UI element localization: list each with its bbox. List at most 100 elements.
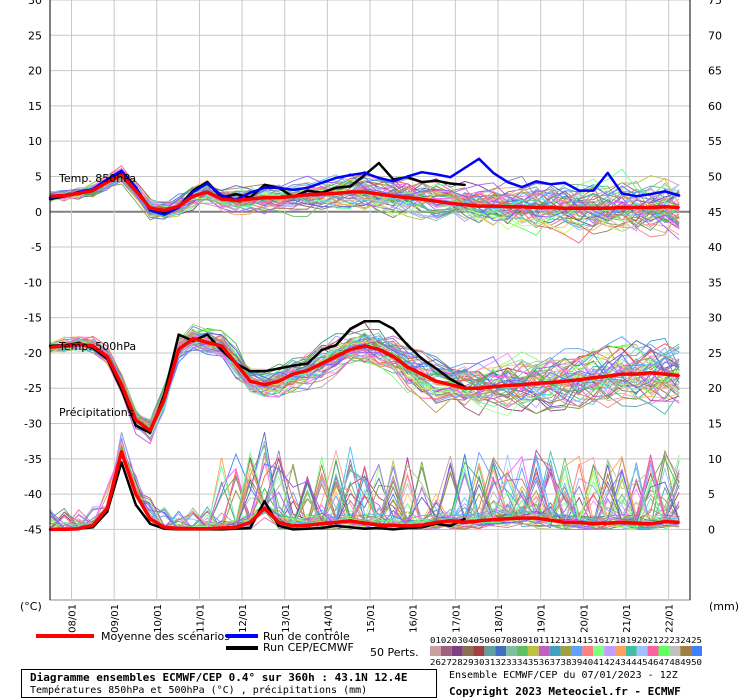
pert-swatch [430,646,441,656]
right-tick-label: 45 [708,206,722,219]
series-point [149,518,151,520]
left-tick-label: 0 [35,206,42,219]
series-point [120,461,123,464]
series-point [206,341,209,344]
right-tick-label: 70 [708,29,722,42]
series-point [177,333,180,336]
series-point [377,526,381,530]
series-point [420,180,423,184]
series-point [249,198,251,200]
series-point [134,424,137,427]
series-point [306,186,309,189]
series-point [335,355,337,358]
right-tick-label: 35 [708,276,722,289]
series-point [678,206,680,209]
left-unit: (°C) [20,600,42,613]
x-tick-label: 08/01 [68,604,79,633]
series-point [535,206,537,209]
series-point [392,195,395,197]
series-point [606,207,609,209]
series-point [263,383,266,386]
pert-swatch [517,646,528,656]
right-tick-label: 20 [708,382,722,395]
series-point [320,362,323,365]
x-tick-label: 22/01 [665,604,676,633]
series-point [435,380,437,383]
legend-mean-label: Moyenne des scénarios [101,630,230,643]
series-point [292,525,294,527]
right-tick-label: 60 [708,100,722,113]
legend-perts-label: 50 Perts. [370,646,419,659]
series-point [678,194,681,197]
series-point [249,370,252,373]
series-point [163,209,166,212]
series-point [334,176,338,180]
series-point [421,524,423,526]
series-point [606,522,609,524]
right-unit: (mm) [709,600,739,613]
series-point [463,203,466,206]
series-point [606,375,609,378]
series-point [363,171,366,175]
series-point [192,527,194,530]
series-point [606,171,609,175]
right-tick-label: 25 [708,347,722,360]
left-tick-label: -40 [24,488,42,501]
series-point [478,387,480,390]
series-point [235,362,237,365]
series-point [177,348,180,351]
series-point [377,176,381,180]
perturbation-line [49,450,680,530]
left-tick-label: 5 [35,170,42,183]
series-point [235,526,237,529]
series-point [277,367,280,370]
legend-perts-row1: 0102030405060708091011121314151617181920… [430,636,702,645]
series-point [349,327,352,331]
series-point [320,526,323,530]
pert-swatch [647,646,659,656]
series-point [549,206,552,209]
series-point [335,192,337,195]
series-point [592,189,595,192]
series-point [521,517,523,519]
series-point [263,183,266,187]
series-point [349,526,352,529]
x-tick-label: 20/01 [579,604,590,633]
footer-title: Diagramme ensembles ECMWF/CEP 0.4° sur 3… [30,671,408,684]
series-point [120,383,123,386]
series-point [678,374,680,377]
series-point [335,521,337,524]
series-point [63,528,66,531]
pert-swatch [625,646,637,656]
pert-swatch [658,646,670,656]
series-point [392,528,395,531]
series-point [291,188,295,192]
right-tick-label: 65 [708,65,722,78]
series-point [306,194,309,196]
series-point [449,377,452,381]
series-point [349,173,352,177]
series-point [306,189,309,192]
series-point [363,527,366,530]
series-point [263,186,266,189]
series-point [163,526,166,529]
x-tick-label: 19/01 [537,604,548,633]
series-point [320,181,323,184]
series-point [535,517,537,519]
series-point [392,180,395,183]
left-tick-label: -15 [24,312,42,325]
series-point [292,195,294,197]
x-tick-label: 21/01 [622,604,633,633]
series-point [406,196,409,199]
series-point [135,419,137,421]
series-point [649,523,652,525]
series-point [378,193,380,195]
series-point [192,338,194,340]
series-point [620,192,624,195]
x-tick-label: 14/01 [323,604,334,633]
left-tick-label: 30 [28,0,42,7]
right-tick-label: 0 [708,523,715,536]
left-tick-label: 20 [28,65,42,78]
left-tick-label: -30 [24,418,42,431]
x-tick-label: 16/01 [409,604,420,633]
